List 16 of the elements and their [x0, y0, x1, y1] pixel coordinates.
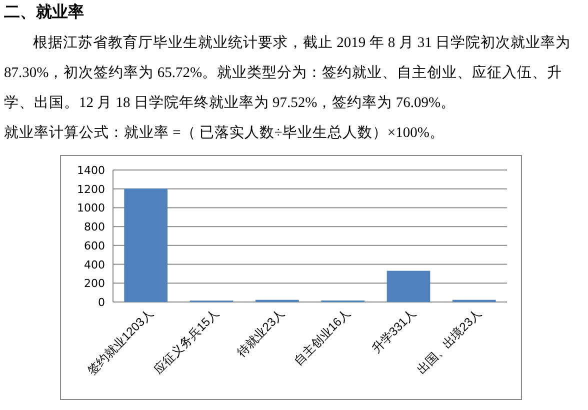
text: 就业率计算公式：就业率 =（ 已落实人数÷毕业生总人数）×100%。 — [4, 124, 446, 143]
y-tick-label: 200 — [84, 277, 105, 290]
y-tick-label: 1200 — [77, 182, 105, 196]
y-tick-label: 1400 — [77, 164, 105, 177]
x-tick-label: 应征义务兵15人 — [151, 306, 222, 376]
bar — [124, 188, 168, 302]
text: 根据江苏省教育厅毕业生就业统计要求，截止 2019 年 8 月 31 日学院初次就业率为 87.30%，初次签约率为 65.72%。就业类型分为：签约就业、自主创业、应征入伍、升学、出国。12 月 18 日学院年终就业率为 97.52%，签约率为 76.09%。 — [4, 34, 572, 113]
y-tick-label: 0 — [98, 296, 105, 309]
y-tick-label: 800 — [84, 220, 105, 234]
x-tick-label: 自主创业16人 — [291, 306, 353, 368]
x-tick-label: 待就业23人 — [234, 306, 288, 360]
y-tick-label: 1000 — [77, 202, 105, 215]
y-tick-label: 400 — [84, 258, 105, 272]
y-tick-label: 600 — [84, 239, 105, 252]
bar — [386, 270, 430, 302]
chart-title: 二、就业率 — [4, 2, 84, 23]
